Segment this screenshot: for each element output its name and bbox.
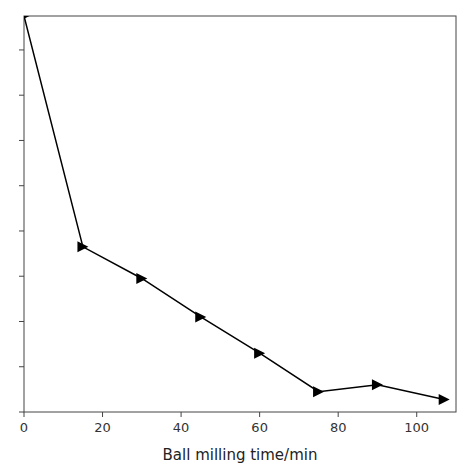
- marker: [313, 386, 324, 397]
- x-tick-label: 80: [330, 420, 347, 435]
- x-tick-label: 100: [404, 420, 429, 435]
- chart: 0 20 40 60 80 100 Ball milling time/min: [0, 0, 474, 474]
- marker: [439, 394, 450, 405]
- marker: [136, 273, 147, 284]
- marker: [254, 348, 265, 359]
- x-tick: [102, 412, 103, 417]
- x-tick: [338, 412, 339, 417]
- x-tick-label: 0: [20, 420, 28, 435]
- x-tick: [259, 412, 260, 417]
- y-tick: [19, 412, 24, 413]
- marker: [24, 16, 30, 22]
- y-tick: [19, 49, 24, 50]
- x-tick: [181, 412, 182, 417]
- y-tick: [19, 185, 24, 186]
- y-tick: [19, 276, 24, 277]
- marker: [372, 379, 383, 390]
- y-tick: [19, 321, 24, 322]
- x-tick: [416, 412, 417, 417]
- y-tick: [19, 230, 24, 231]
- x-tick-label: 40: [173, 420, 190, 435]
- x-tick: [24, 412, 25, 417]
- x-axis-label: Ball milling time/min: [163, 446, 318, 464]
- x-tick-label: 20: [94, 420, 111, 435]
- marker: [195, 311, 206, 322]
- y-tick: [19, 95, 24, 96]
- plot-area: [24, 16, 450, 405]
- marker: [77, 241, 88, 252]
- x-tick-label: 60: [251, 420, 268, 435]
- y-tick: [19, 140, 24, 141]
- plot-frame: [24, 16, 456, 412]
- y-tick: [19, 366, 24, 367]
- line: [24, 16, 444, 400]
